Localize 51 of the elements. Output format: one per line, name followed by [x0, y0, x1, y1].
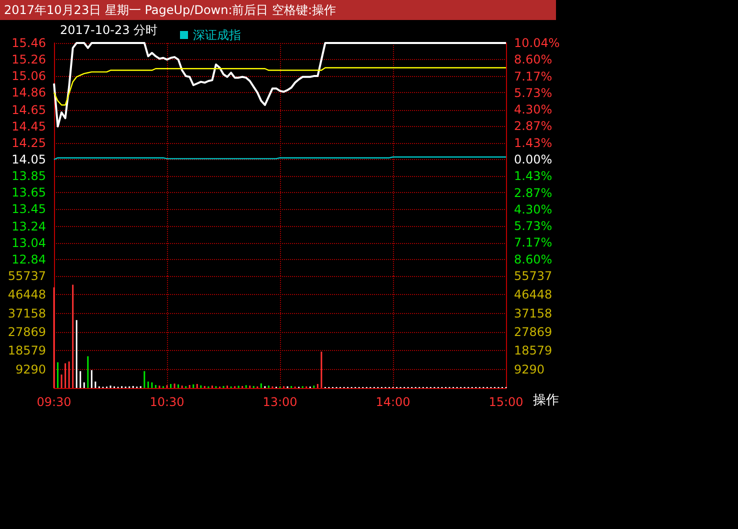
- y-tick-label: 14.86: [12, 86, 46, 100]
- y-tick-label: 46448: [8, 288, 46, 302]
- y-tick-label: 15.06: [12, 69, 46, 84]
- y-tick-label: 55737: [8, 269, 46, 283]
- y-tick-label: 13.85: [12, 169, 46, 184]
- y-tick-label: 14.05: [12, 152, 46, 166]
- y2-tick-label: 8.60%: [514, 252, 552, 266]
- y-tick-label: 12.84: [12, 252, 46, 266]
- line-series: [53, 67, 507, 106]
- y2-tick-label: 1.43%: [514, 169, 552, 184]
- y2-tick-label: 9290: [514, 362, 545, 376]
- x-tick-label: 13:00: [262, 395, 298, 409]
- y2-tick-label: 37158: [514, 306, 552, 320]
- y2-tick-label: 2.87%: [514, 186, 552, 200]
- y-tick-label: 14.25: [12, 136, 46, 150]
- x-tick-label: 10:30: [150, 395, 184, 409]
- y2-tick-label: 55737: [514, 269, 552, 283]
- y-tick-label: 15.26: [12, 52, 46, 67]
- y2-tick-label: 4.30%: [514, 202, 552, 216]
- x-tick-label: 15:00: [488, 395, 524, 409]
- y-tick-label: 27869: [8, 325, 46, 339]
- y-tick-label: 13.24: [12, 219, 46, 234]
- y2-tick-label: 4.30%: [514, 102, 552, 117]
- y-tick-label: 13.04: [12, 236, 46, 250]
- y-tick-label: 14.45: [12, 119, 46, 134]
- x-tick-label: 09:30: [36, 395, 72, 409]
- y-tick-label: 14.65: [12, 102, 46, 117]
- y-tick-label: 18579: [8, 344, 46, 358]
- chart-title: 2017年10月23日 星期一 PageUp/Down:前后日 空格键:操作: [0, 0, 556, 20]
- y2-tick-label: 2.87%: [514, 119, 552, 134]
- y-tick-label: 37158: [8, 306, 46, 320]
- y2-tick-label: 0.00%: [514, 152, 552, 166]
- legend-label: 深证成指: [193, 28, 241, 42]
- y2-tick-label: 7.17%: [514, 236, 552, 250]
- y2-tick-label: 8.60%: [514, 52, 552, 67]
- y2-tick-label: 46448: [514, 288, 552, 302]
- y-tick-label: 13.45: [12, 202, 46, 216]
- y-tick-label: 15.46: [12, 36, 46, 50]
- y2-tick-label: 1.43%: [514, 136, 552, 150]
- text: 操作: [533, 393, 559, 408]
- y2-tick-label: 27869: [514, 325, 552, 339]
- y-tick-label: 13.65: [12, 186, 46, 200]
- y2-tick-label: 5.73%: [514, 218, 552, 233]
- chart-subtitle: 2017-10-23 分时: [60, 23, 158, 37]
- y2-tick-label: 7.17%: [514, 69, 552, 84]
- y-tick-label: 9290: [15, 362, 46, 376]
- y2-tick-label: 10.04%: [514, 36, 560, 50]
- line-series: [53, 42, 507, 128]
- y2-tick-label: 5.73%: [514, 86, 552, 100]
- y2-tick-label: 18579: [514, 344, 552, 358]
- x-tick-label: 14:00: [376, 395, 410, 409]
